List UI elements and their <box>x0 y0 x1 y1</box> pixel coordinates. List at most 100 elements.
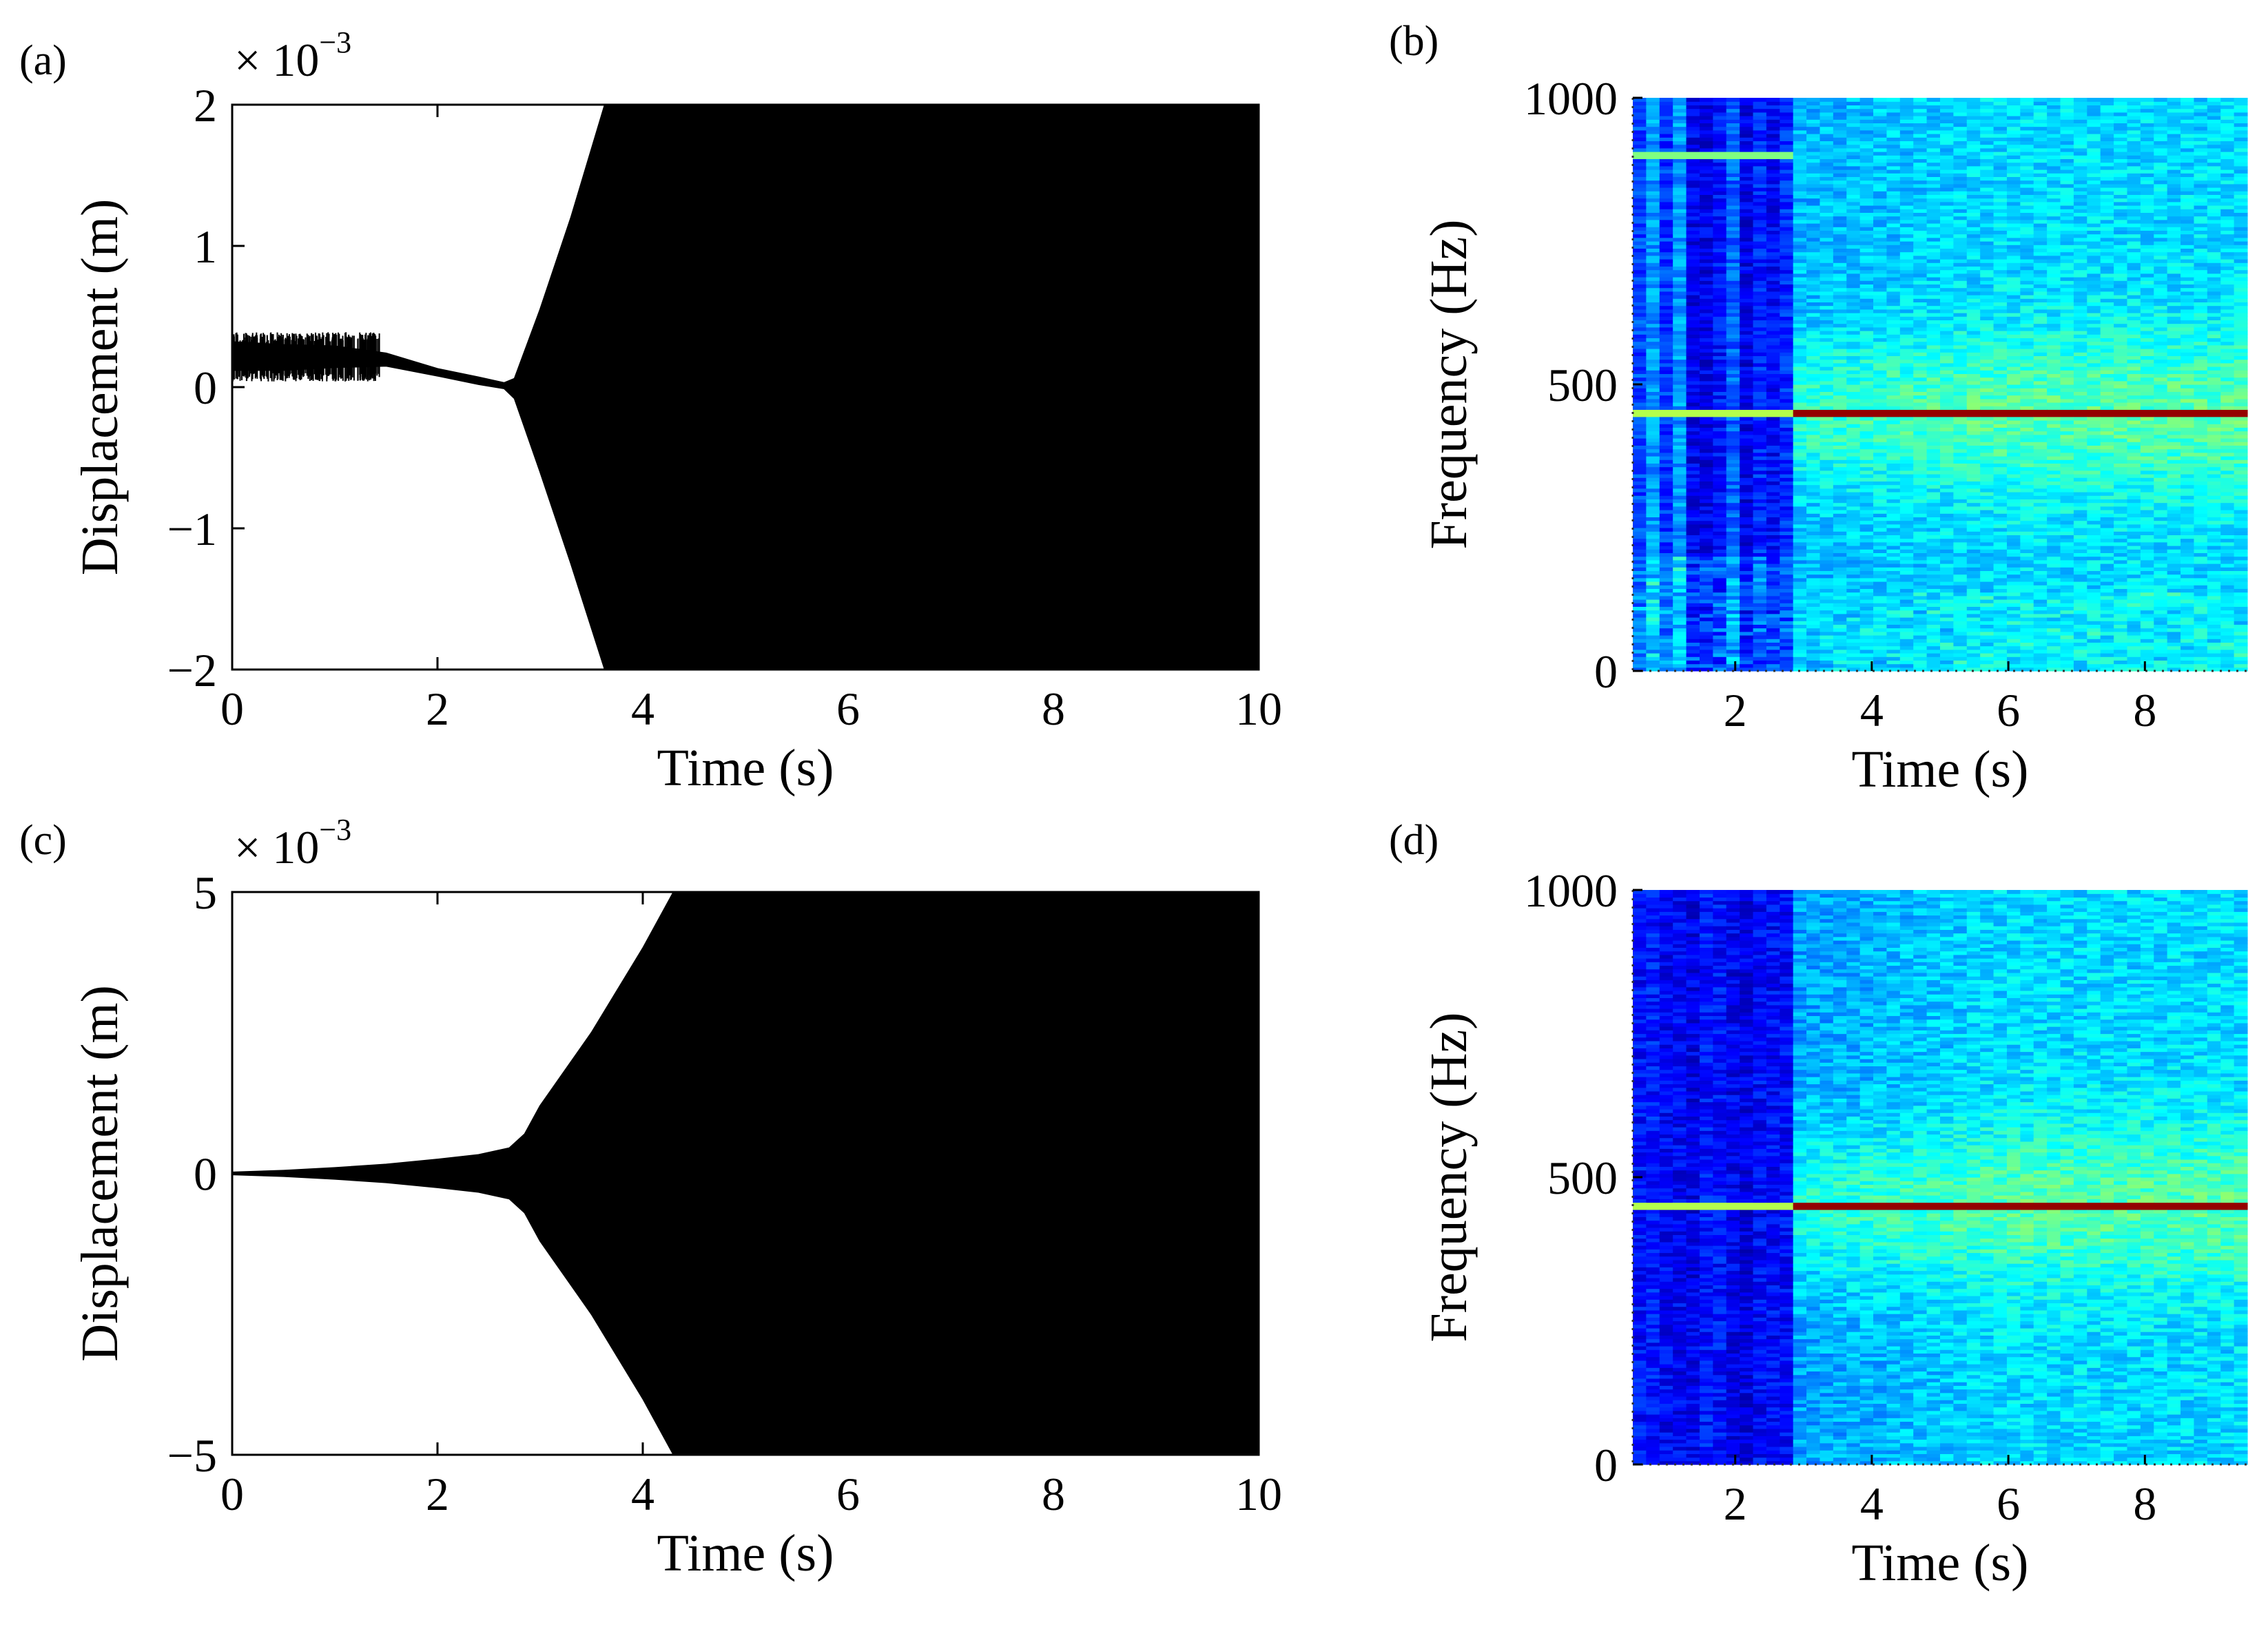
heatmap-cell <box>1860 406 1874 410</box>
heatmap-cell <box>1913 123 1927 127</box>
heatmap-cell <box>1994 588 2008 592</box>
heatmap-cell <box>1726 123 1740 127</box>
heatmap-cell <box>1633 660 1647 664</box>
heatmap-cell <box>1994 245 2008 249</box>
heatmap-cell <box>1940 352 1954 356</box>
heatmap-cell <box>1753 291 1767 296</box>
heatmap-cell <box>1953 438 1967 442</box>
heatmap-cell <box>1886 560 1900 564</box>
heatmap-cell <box>1980 227 1994 231</box>
heatmap-cell <box>1753 578 1767 582</box>
heatmap-cell <box>1700 205 1713 209</box>
heatmap-cell <box>1806 334 1820 338</box>
heatmap-cell <box>1713 363 1726 367</box>
heatmap-cell <box>1873 352 1887 356</box>
heatmap-cell <box>1846 377 1860 382</box>
heatmap-cell <box>1913 409 1927 413</box>
heatmap-cell <box>1660 349 1673 353</box>
heatmap-cell <box>1873 384 1887 388</box>
heatmap-cell <box>1940 295 1954 299</box>
heatmap-cell <box>1700 324 1713 328</box>
heatmap-cell <box>1886 578 1900 582</box>
heatmap-cell <box>1753 628 1767 632</box>
heatmap-cell <box>1913 646 1927 650</box>
heatmap-cell <box>1646 632 1660 636</box>
heatmap-cell <box>1793 352 1807 356</box>
heatmap-cell <box>1673 438 1687 442</box>
heatmap-cell <box>1726 449 1740 453</box>
heatmap-cell <box>1819 581 1833 585</box>
heatmap-cell <box>1687 470 1700 475</box>
heatmap-cell <box>1980 420 1994 424</box>
heatmap-cell <box>1980 230 1994 234</box>
heatmap-cell <box>1994 130 2008 134</box>
heatmap-cell <box>1646 542 1660 546</box>
heatmap-cell <box>1873 220 1887 224</box>
heatmap-cell <box>1833 588 1847 592</box>
heatmap-cell <box>1833 481 1847 485</box>
heatmap-cell <box>1633 169 1647 174</box>
heatmap-cell <box>1726 646 1740 650</box>
heatmap-cell <box>1753 130 1767 134</box>
heatmap-cell <box>1673 306 1687 310</box>
heatmap-cell <box>1886 234 1900 238</box>
heatmap-cell <box>1687 101 1700 105</box>
heatmap-cell <box>1780 360 1793 364</box>
heatmap-cell <box>2007 542 2021 546</box>
heatmap-cell <box>1753 152 1767 156</box>
heatmap-cell <box>1646 639 1660 643</box>
heatmap-cell <box>1860 327 1874 331</box>
heatmap-cell <box>2007 427 2021 431</box>
heatmap-cell <box>1873 381 1887 385</box>
heatmap-cell <box>1927 256 1941 260</box>
heatmap-cell <box>1753 635 1767 639</box>
heatmap-cell <box>1860 377 1874 382</box>
heatmap-cell <box>1687 535 1700 539</box>
heatmap-cell <box>1913 660 1927 664</box>
heatmap-cell <box>1846 112 1860 116</box>
heatmap-cell <box>1766 277 1780 281</box>
heatmap-cell <box>1994 424 2008 428</box>
heatmap-cell <box>1953 456 1967 460</box>
heatmap-cell <box>1927 334 1941 338</box>
heatmap-cell <box>1833 503 1847 507</box>
heatmap-cell <box>1793 298 1807 302</box>
heatmap-cell <box>1980 495 1994 499</box>
heatmap-cell <box>1740 610 1753 614</box>
heatmap-cell <box>1766 588 1780 592</box>
heatmap-cell <box>1873 295 1887 299</box>
heatmap-cell <box>1860 180 1874 185</box>
heatmap-cell <box>1913 198 1927 203</box>
heatmap-cell <box>1940 223 1954 227</box>
heatmap-cell <box>1913 345 1927 349</box>
heatmap-cell <box>1713 116 1726 120</box>
heatmap-cell <box>1740 513 1753 517</box>
heatmap-cell <box>1793 406 1807 410</box>
heatmap-cell <box>1886 373 1900 377</box>
heatmap-cell <box>1873 137 1887 141</box>
heatmap-cell <box>1953 306 1967 310</box>
heatmap-cell <box>2020 610 2034 614</box>
heatmap-cell <box>1740 567 1753 571</box>
heatmap-cell <box>1900 391 1914 395</box>
heatmap-cell <box>1833 223 1847 227</box>
heatmap-cell <box>1793 417 1807 421</box>
heatmap-cell <box>1833 184 1847 188</box>
heatmap-cell <box>1713 284 1726 288</box>
heatmap-cell <box>1994 345 2008 349</box>
heatmap-cell <box>1793 187 1807 191</box>
heatmap-cell <box>1740 406 1753 410</box>
heatmap-cell <box>1633 234 1647 238</box>
heatmap-cell <box>1846 338 1860 342</box>
heatmap-cell <box>1913 109 1927 113</box>
heatmap-cell <box>1940 230 1954 234</box>
heatmap-cell <box>1646 148 1660 152</box>
heatmap-cell <box>1980 552 1994 557</box>
heatmap-cell <box>1713 549 1726 553</box>
heatmap-cell <box>1713 427 1726 431</box>
heatmap-cell <box>1953 435 1967 439</box>
heatmap-cell <box>1687 664 1700 668</box>
heatmap-cell <box>1980 557 1994 561</box>
heatmap-cell <box>1780 288 1793 292</box>
heatmap-cell <box>1673 660 1687 664</box>
